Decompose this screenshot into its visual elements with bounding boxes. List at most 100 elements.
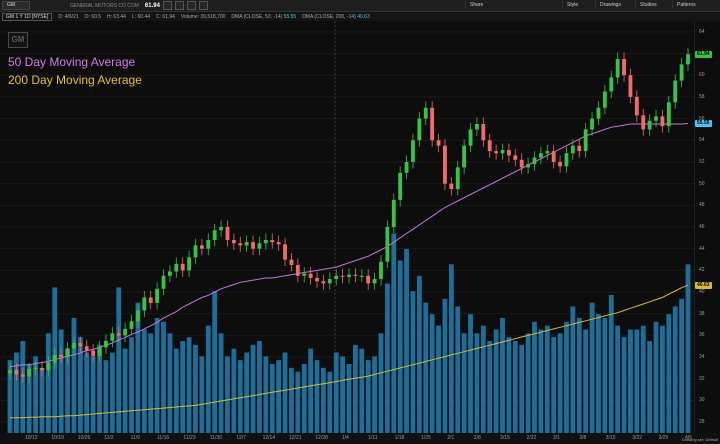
candle-body [538, 153, 543, 158]
volume-bar [621, 337, 627, 433]
volume-bar [340, 356, 346, 433]
price-tick-label: 28 [699, 419, 705, 426]
candle-body [20, 374, 25, 377]
volume-bar [212, 291, 218, 433]
drawing-set-label[interactable]: Drawing set: Default [681, 437, 718, 442]
candle-body [167, 271, 172, 276]
volume-bar [20, 341, 26, 433]
candle-body [359, 275, 364, 277]
candle-body [481, 124, 486, 141]
price-chart[interactable] [0, 21, 694, 433]
date-tick-label: 10/12 [25, 435, 38, 441]
candle-body [347, 274, 351, 277]
candle-body [199, 245, 204, 249]
volume-bar [372, 356, 377, 433]
legend-ma50: 50 Day Moving Average [8, 55, 136, 69]
candle-body [487, 140, 492, 152]
studies-button[interactable]: Studies [635, 1, 661, 9]
candle-body [494, 151, 499, 154]
toolbar-square-2[interactable] [174, 1, 184, 10]
price-axis[interactable]: 64626058565452504846444240383634323028 [694, 21, 720, 433]
candle-body [570, 145, 575, 154]
volume-bar [257, 341, 262, 433]
candle-body [590, 118, 594, 130]
date-tick-label: 11/23 [183, 435, 196, 441]
volume-bar [468, 314, 473, 433]
candle-body [193, 245, 198, 258]
dma200-value: 40.63 [357, 13, 370, 20]
volume-bar [615, 325, 621, 433]
candle-body [238, 243, 243, 246]
date-tick-label: 1/11 [368, 435, 378, 441]
chart-area[interactable] [0, 21, 694, 433]
volume-bar [448, 264, 454, 433]
date-tick-label: 1/18 [394, 435, 405, 441]
candle-body [647, 120, 652, 130]
price-tick-label: 42 [699, 267, 705, 274]
dma50-value: 55.55 [283, 13, 297, 20]
bar-open: O: 60.5 [84, 13, 102, 20]
candle-body [551, 151, 556, 162]
volume-bar [672, 306, 678, 433]
candle-body [654, 116, 658, 121]
candle-body [225, 227, 230, 241]
candle-body [615, 58, 620, 78]
style-button[interactable]: Style [562, 1, 582, 9]
volume-bar [103, 360, 109, 433]
drawings-button[interactable]: Drawings [595, 1, 625, 9]
date-tick-label: 2/15 [500, 435, 510, 441]
volume-bar [384, 283, 390, 433]
candle-body [8, 370, 12, 374]
volume-bar [365, 360, 371, 433]
volume-bar [141, 329, 147, 433]
ma50-badge: 55.55 [695, 119, 712, 127]
toolbar-square-3[interactable] [186, 1, 196, 10]
candle-body [385, 227, 390, 262]
volume-bar [26, 364, 32, 433]
volume-bar [564, 321, 569, 433]
candle-body [123, 328, 128, 336]
date-tick-label: 2/1 [447, 435, 455, 441]
volume-bar [58, 329, 64, 433]
candle-body [379, 261, 383, 280]
volume-bar [269, 364, 275, 433]
patterns-button[interactable]: Patterns [672, 1, 700, 9]
volume-bar [596, 314, 601, 433]
dma200-label[interactable]: DMA (CLOSE, 200, -14) 40.63 [302, 14, 370, 20]
toolbar-square-1[interactable] [162, 1, 172, 10]
volume-bar [71, 318, 77, 433]
candle-body [558, 161, 562, 167]
volume-bar [404, 249, 409, 433]
volume-bar [608, 295, 614, 433]
volume-bar [13, 352, 19, 433]
price-tick-label: 32 [699, 375, 705, 382]
candle-body [468, 129, 473, 146]
candle-body [142, 297, 147, 311]
volume-bar [500, 318, 505, 433]
volume-bar [237, 360, 243, 433]
symbol-input[interactable]: GM [2, 1, 30, 10]
date-tick-label: 3/29 [658, 435, 669, 441]
volume-bar [333, 352, 339, 433]
price-tick-label: 38 [699, 310, 705, 317]
volume-bar [308, 348, 314, 433]
last-price: 61.94 [144, 2, 160, 9]
volume-bar [263, 356, 269, 433]
chart-symbol-label[interactable]: GM 1 Y 1D [NYSE] [2, 12, 53, 21]
volume-bar [391, 233, 397, 433]
candle-body [449, 183, 454, 190]
bar-close: C: 61.94 [156, 13, 175, 20]
dma50-text: DMA (CLOSE, 50, -14) [231, 13, 283, 20]
toolbar-square-4[interactable] [198, 1, 208, 10]
share-button[interactable]: Share [465, 1, 487, 9]
volume-bar [289, 367, 294, 433]
ma50-line [9, 123, 689, 368]
candle-body [423, 107, 428, 119]
candle-body [276, 242, 281, 245]
dma50-label[interactable]: DMA (CLOSE, 50, -14) 55.55 [231, 14, 296, 20]
candle-body [174, 263, 179, 272]
candle-body [46, 362, 51, 371]
candle-body [462, 145, 467, 168]
candle-body [283, 244, 287, 260]
candle-body [577, 145, 582, 152]
